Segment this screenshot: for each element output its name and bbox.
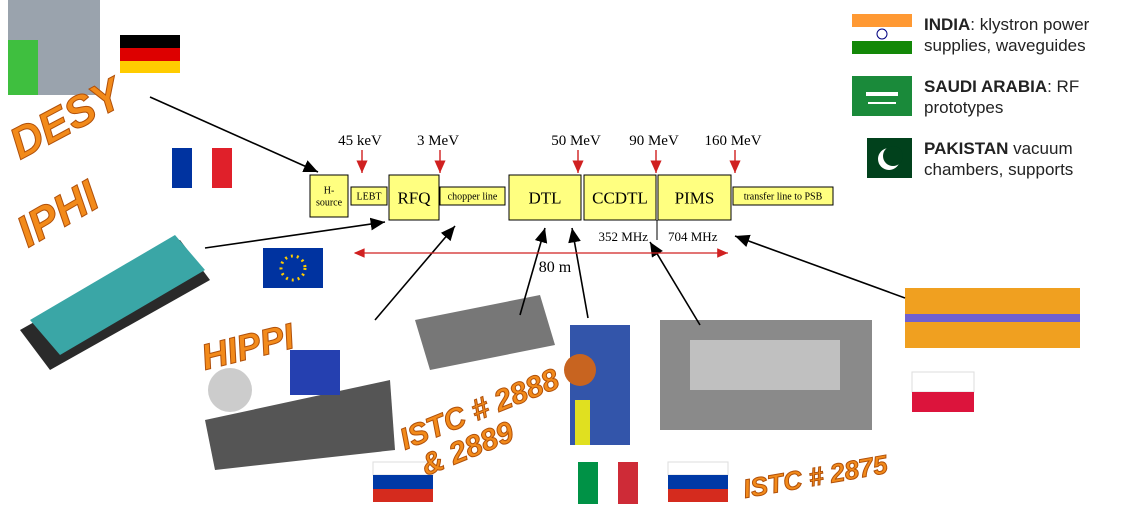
legend-item: INDIA: klystron power supplies, waveguid… <box>924 14 1124 56</box>
energy-label: 50 MeV <box>551 133 601 149</box>
block-label: DTL <box>528 188 561 207</box>
diagram: H-source LEBT RFQ chopper line DTL CCDTL PIMS t… <box>0 0 1126 520</box>
block-label: PIMS <box>675 188 715 207</box>
frequency-label: 352 MHz <box>599 229 649 244</box>
frequency-label: 704 MHz <box>668 229 718 244</box>
block-label: LEBT <box>357 192 382 203</box>
legend-item: SAUDI ARABIA: RF prototypes <box>924 76 1124 118</box>
length-label: 80 m <box>539 259 572 276</box>
lab-name: HIPPI <box>197 315 299 378</box>
block-label: RFQ <box>397 188 430 207</box>
energy-label: 3 MeV <box>417 133 459 149</box>
block-label: chopper line <box>448 192 498 203</box>
lab-name: ISTC # 2875 <box>741 449 890 504</box>
legend-item: PAKISTAN vacuum chambers, supports <box>924 138 1124 180</box>
energy-label: 160 MeV <box>704 133 761 149</box>
energy-label: 45 keV <box>338 133 382 149</box>
block-label: source <box>316 198 343 209</box>
block-label: transfer line to PSB <box>744 192 823 203</box>
block-label: CCDTL <box>592 188 648 207</box>
lab-name: IPHI <box>9 171 108 257</box>
block-label: H- <box>324 186 335 197</box>
energy-label: 90 MeV <box>629 133 679 149</box>
